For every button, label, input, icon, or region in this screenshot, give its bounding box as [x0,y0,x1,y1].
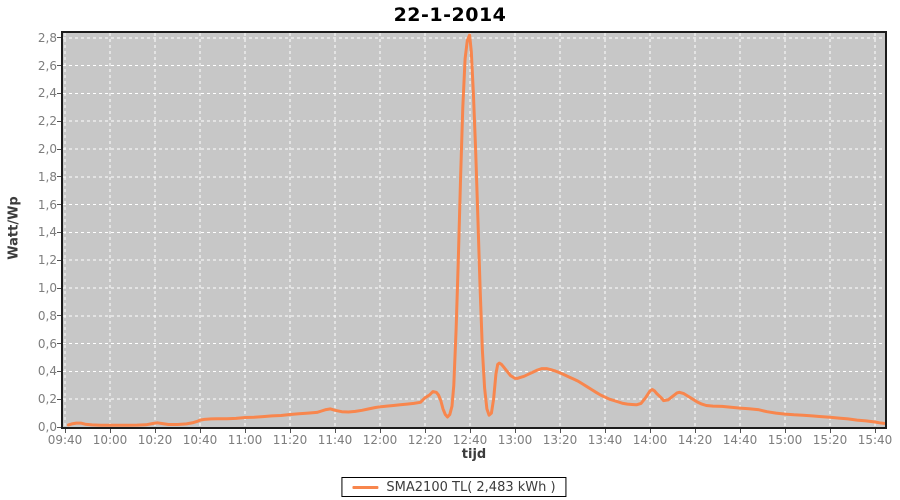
x-tick-label: 12:40 [452,433,488,447]
x-tick-mark [514,429,516,433]
x-tick-mark [649,429,651,433]
y-tick-mark [57,426,61,428]
y-tick-label: 2,8 [37,30,57,45]
x-tick-label: 14:40 [722,433,758,447]
y-tick-label: 1,2 [37,253,57,268]
y-tick-mark [57,398,61,400]
x-tick-label: 13:40 [587,433,623,447]
y-tick-label: 2,4 [37,86,57,101]
legend-line-swatch-icon [352,485,379,489]
y-tick-label: 2,2 [37,114,57,129]
y-tick-mark [57,343,61,345]
x-tick-mark [469,429,471,433]
y-tick-label: 0,8 [37,308,57,323]
y-tick-mark [57,370,61,372]
x-tick-mark [739,429,741,433]
y-tick-label: 0,0 [37,420,57,434]
x-tick-mark [199,429,201,433]
x-axis-title: tijd [461,447,487,462]
x-tick-label: 13:20 [542,433,578,447]
x-tick-mark [604,429,606,433]
y-tick-mark [57,315,61,317]
x-tick-label: 15:40 [857,433,893,447]
x-tick-label: 15:00 [767,433,803,447]
y-tick-mark [57,176,61,178]
y-tick-mark [57,37,61,39]
y-tick-mark [57,231,61,233]
x-tick-label: 14:00 [632,433,668,447]
x-tick-mark [244,429,246,433]
x-tick-label: 10:00 [92,433,128,447]
x-tick-mark [109,429,111,433]
y-tick-label: 0,2 [37,392,57,407]
x-tick-label: 13:00 [497,433,533,447]
y-tick-label: 1,0 [37,281,57,295]
y-tick-mark [57,148,61,150]
y-tick-label: 1,6 [37,197,57,212]
y-tick-label: 2,0 [37,142,57,156]
x-tick-mark [694,429,696,433]
x-tick-label: 11:00 [227,433,263,447]
x-tick-label: 10:20 [137,433,173,447]
x-tick-label: 12:20 [407,433,443,447]
x-tick-mark [874,429,876,433]
y-tick-label: 1,8 [37,169,57,184]
y-tick-mark [57,65,61,67]
x-tick-label: 09:40 [47,433,83,447]
x-tick-label: 11:20 [272,433,308,447]
x-tick-label: 11:40 [317,433,353,447]
y-tick-mark [57,204,61,206]
x-tick-label: 15:20 [812,433,848,447]
x-tick-mark [289,429,291,433]
x-tick-mark [379,429,381,433]
x-tick-label: 14:20 [677,433,713,447]
series-line [66,33,885,427]
x-tick-mark [559,429,561,433]
x-tick-mark [424,429,426,433]
x-tick-mark [784,429,786,433]
y-tick-mark [57,259,61,261]
y-tick-mark [57,92,61,94]
x-tick-label: 10:40 [182,433,218,447]
legend: SMA2100 TL( 2,483 kWh ) [341,477,567,497]
y-tick-label: 2,6 [37,58,57,73]
x-tick-mark [334,429,336,433]
y-tick-mark [57,120,61,122]
x-tick-mark [154,429,156,433]
x-tick-mark [64,429,66,433]
y-tick-label: 0,4 [37,364,57,379]
y-tick-mark [57,287,61,289]
y-tick-label: 1,4 [37,225,57,240]
chart-title: 22-1-2014 [393,4,507,26]
plot-area [61,31,887,429]
plot-canvas [63,33,885,427]
x-tick-mark [829,429,831,433]
x-tick-label: 12:00 [362,433,398,447]
legend-series-label: SMA2100 TL( 2,483 kWh ) [386,479,556,495]
y-tick-label: 0,6 [37,336,57,351]
